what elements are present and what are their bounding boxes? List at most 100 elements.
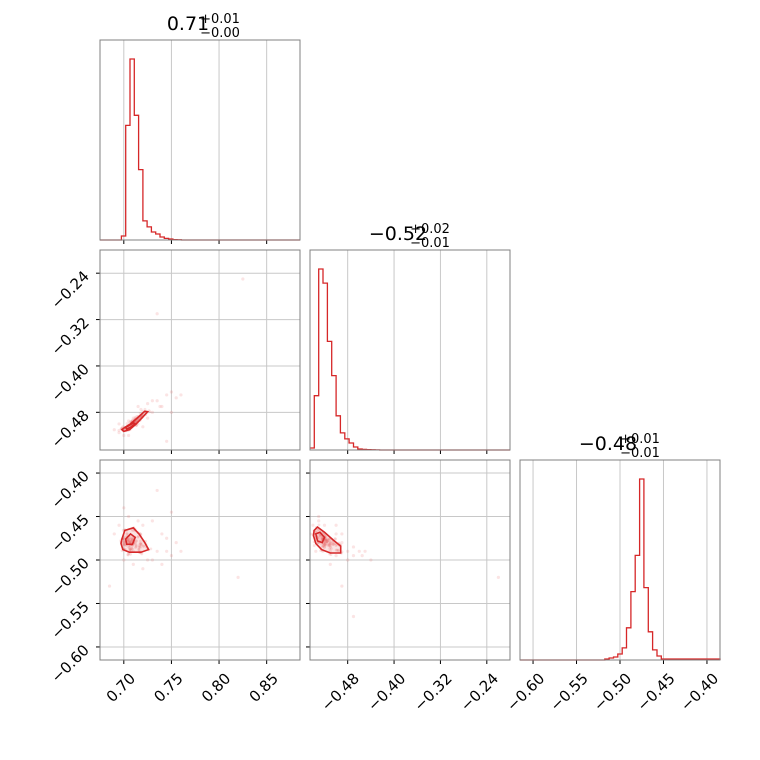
- sample-point: [314, 549, 318, 553]
- xtick-label: −0.48: [318, 670, 363, 715]
- sample-point: [351, 545, 356, 549]
- sample-point: [126, 538, 130, 542]
- sample-point: [322, 523, 327, 527]
- sample-point: [126, 538, 130, 542]
- xtick-label: −0.45: [633, 670, 678, 715]
- sample-point: [328, 542, 332, 546]
- sample-point: [334, 537, 337, 541]
- sample-point: [179, 393, 183, 397]
- sample-point: [142, 544, 145, 548]
- xtick-label: −0.60: [503, 670, 548, 715]
- sample-point: [125, 532, 129, 535]
- title-upper-0: +0.01: [200, 12, 240, 27]
- sample-point: [117, 431, 121, 435]
- ytick-label: −0.60: [48, 641, 93, 686]
- sample-point: [360, 554, 364, 558]
- sample-point: [127, 541, 131, 544]
- sample-point: [312, 544, 316, 547]
- contour-1: [314, 531, 326, 544]
- sample-point: [318, 534, 322, 538]
- sample-point: [126, 537, 130, 541]
- sample-point: [126, 514, 131, 519]
- sample-point: [331, 542, 335, 546]
- xtick-label: −0.24: [457, 670, 502, 715]
- sample-point: [369, 558, 373, 562]
- sample-point: [327, 543, 331, 546]
- sample-point: [329, 541, 332, 545]
- sample-point: [126, 538, 130, 541]
- panel-2-1: −0.48 −0.40 −0.32 −0.24: [306, 459, 511, 715]
- sample-point: [326, 539, 330, 543]
- sample-point: [155, 312, 159, 316]
- sample-point: [327, 544, 331, 548]
- sample-point: [322, 545, 327, 549]
- sample-point: [323, 543, 326, 547]
- histogram-2: [520, 478, 721, 661]
- sample-point: [130, 539, 134, 542]
- sample-point: [337, 549, 340, 553]
- sample-point: [150, 558, 154, 562]
- sample-point: [158, 404, 162, 409]
- sample-point: [129, 537, 132, 541]
- sample-point: [140, 543, 143, 546]
- sample-point: [134, 545, 138, 549]
- sample-point: [122, 542, 125, 546]
- sample-point: [323, 541, 326, 544]
- sample-point: [131, 547, 134, 551]
- sample-point: [327, 542, 331, 546]
- sample-point: [340, 584, 344, 588]
- sample-point: [179, 549, 183, 553]
- sample-point: [155, 399, 159, 403]
- sample-point: [328, 544, 332, 548]
- sample-point: [123, 543, 126, 547]
- sample-point: [325, 540, 329, 544]
- sample-point: [169, 510, 174, 514]
- sample-point: [150, 519, 154, 523]
- sample-point: [150, 399, 154, 403]
- sample-point: [138, 542, 142, 546]
- sample-point: [311, 523, 315, 527]
- sample-point: [128, 536, 132, 540]
- sample-point: [123, 542, 126, 546]
- sample-point: [320, 537, 323, 540]
- sample-point: [317, 514, 321, 519]
- sample-point: [146, 402, 150, 406]
- sample-point: [126, 419, 131, 423]
- sample-point: [136, 535, 140, 539]
- sample-point: [326, 540, 329, 544]
- sample-point: [324, 538, 327, 542]
- sample-point: [134, 543, 138, 547]
- sample-point: [324, 535, 328, 539]
- sample-point: [363, 549, 367, 553]
- sample-point: [323, 543, 327, 547]
- sample-point: [136, 519, 140, 523]
- sample-point: [351, 614, 356, 619]
- contour-1: [124, 532, 137, 546]
- sample-point: [139, 543, 143, 546]
- sample-point: [126, 433, 131, 438]
- ytick-label: −0.24: [48, 267, 93, 312]
- sample-point: [330, 542, 334, 546]
- sample-point: [122, 506, 126, 510]
- ytick-label: −0.40: [48, 360, 93, 405]
- contour-1: [124, 421, 137, 431]
- axes-frame: [519, 459, 721, 661]
- sample-point: [324, 538, 327, 542]
- sample-point: [140, 552, 144, 556]
- sample-point: [146, 416, 150, 420]
- sample-point: [326, 539, 330, 543]
- sample-point: [340, 541, 344, 545]
- sample-point: [329, 553, 333, 557]
- sample-point: [165, 393, 169, 397]
- sample-point: [316, 528, 320, 532]
- sample-point: [321, 544, 325, 548]
- sample-point: [328, 540, 332, 543]
- sample-point: [137, 535, 140, 538]
- sample-point: [317, 523, 321, 527]
- sample-point: [128, 548, 132, 552]
- title-upper-1: +0.02: [410, 222, 450, 237]
- sample-point: [236, 575, 240, 579]
- sample-point: [134, 544, 138, 548]
- sample-point: [139, 542, 142, 545]
- title-lower-1: −0.01: [410, 236, 450, 251]
